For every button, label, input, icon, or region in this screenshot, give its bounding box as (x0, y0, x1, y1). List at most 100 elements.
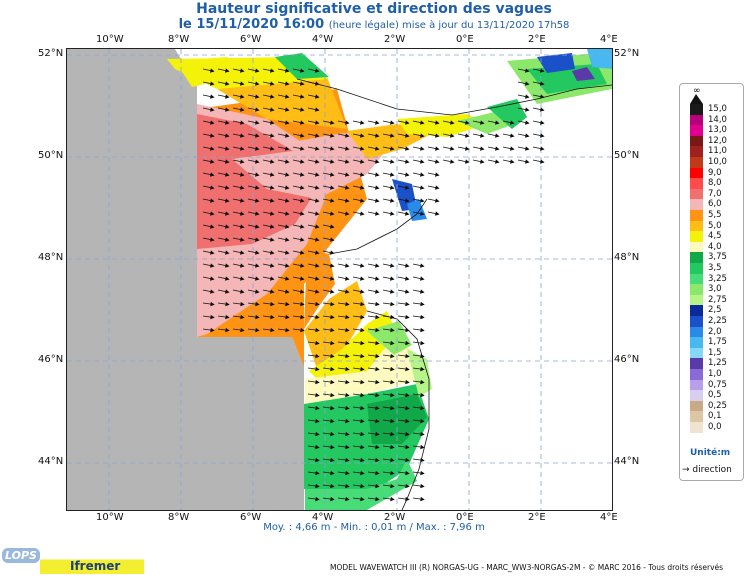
wave-arrow-head (300, 301, 305, 307)
wave-arrow-head (209, 224, 215, 229)
wave-arrow-head (345, 392, 350, 398)
wave-arrow-head (239, 276, 245, 281)
wave-arrow-head (284, 198, 290, 203)
wave-arrow-head (330, 418, 335, 424)
wave-arrow-head (254, 237, 260, 242)
wave-arrow-head (314, 81, 320, 86)
wave-arrow-head (524, 94, 530, 99)
wave-arrow-head (360, 314, 365, 320)
legend-swatch (690, 379, 703, 391)
wave-arrow-head (239, 81, 245, 86)
wave-arrow-head (390, 327, 395, 333)
legend-entry: 5,0 (680, 220, 743, 232)
wave-arrow-head (254, 224, 260, 229)
legend-entry: 6,0 (680, 199, 743, 210)
wave-arrow-head (239, 68, 245, 73)
wave-arrow-head (285, 301, 290, 307)
wave-arrow-head (464, 133, 470, 138)
forecast-datetime: le 15/11/2020 16:00 (178, 17, 325, 32)
legend-entry: 7,0 (680, 188, 743, 200)
wave-arrow-head (419, 198, 425, 203)
legend-value-label: 1,0 (708, 369, 722, 379)
legend-top-arrow-icon (690, 94, 703, 104)
wave-arrow-head (329, 263, 335, 268)
wave-arrow-head (330, 483, 335, 489)
wave-arrow-head (375, 431, 380, 437)
legend-swatch (690, 125, 703, 136)
wave-arrow-head (374, 120, 380, 125)
wave-arrow-head (254, 159, 260, 164)
wave-arrow-head (314, 211, 320, 216)
wave-arrow-head (539, 133, 545, 138)
wave-arrow-head (524, 68, 530, 73)
wave-arrow-head (449, 146, 455, 151)
wave-arrow-head (284, 224, 290, 229)
wave-arrow-head (284, 211, 290, 216)
lat-tick-label: 50°N (614, 150, 640, 161)
wave-arrow-head (330, 353, 335, 359)
wave-arrow-head (344, 120, 350, 125)
legend-value-label: 3,75 (708, 252, 727, 263)
wave-arrow-head (419, 159, 425, 164)
legend-entry: 5,5 (680, 210, 743, 221)
wave-arrow-head (405, 327, 410, 333)
wave-arrow-head (359, 276, 365, 281)
lat-tick-label: 46°N (38, 354, 64, 365)
wave-arrow-head (524, 133, 530, 138)
legend-swatch (690, 167, 703, 179)
wave-arrow-head (360, 353, 365, 359)
wave-arrow-head (345, 405, 350, 411)
wave-arrow-head (299, 107, 305, 112)
wave-arrow-head (389, 159, 395, 164)
wave-arrow-head (209, 276, 215, 281)
wave-arrow-head (405, 470, 410, 476)
wave-arrow-head (299, 185, 305, 190)
wave-arrow-head (419, 211, 425, 216)
wave-arrow-head (329, 185, 335, 190)
wave-arrow-head (494, 133, 500, 138)
legend-value-label: 15,0 (708, 104, 727, 114)
legend-value-label: 0,5 (708, 390, 722, 401)
legend-value-label: 14,0 (708, 114, 727, 125)
lat-tick-label: 52°N (614, 48, 640, 59)
wave-arrow-head (345, 470, 350, 476)
wave-arrow-head (209, 289, 215, 294)
lat-tick-label: 46°N (614, 354, 640, 365)
legend-entry: 12,0 (680, 135, 743, 147)
wave-arrow-head (360, 470, 365, 476)
wave-arrow-head (269, 94, 275, 99)
wave-arrow-head (405, 496, 410, 502)
wave-arrow-head (254, 289, 260, 294)
legend-value-label: 12,0 (708, 135, 727, 146)
map-subtitle: le 15/11/2020 16:00 (heure légale) mise … (0, 17, 748, 32)
ifremer-logo: Ifremer (40, 550, 144, 574)
wave-arrow-head (524, 120, 530, 125)
wave-arrow-head (479, 133, 485, 138)
lon-tick-label: 4°W (312, 34, 334, 45)
wave-arrow-head (420, 457, 425, 463)
wave-arrow-head (284, 250, 290, 255)
wave-arrow-head (285, 327, 290, 333)
wave-arrow-head (225, 327, 230, 333)
wave-arrow-head (360, 483, 365, 489)
wave-arrow-head (284, 133, 290, 138)
wave-arrow-head (464, 120, 470, 125)
wave-arrow-head (524, 146, 530, 151)
wave-height-map[interactable] (66, 48, 613, 511)
wave-arrow-head (374, 263, 380, 268)
legend-swatch (690, 305, 703, 316)
wave-arrow-head (539, 68, 545, 73)
legend-value-label: 3,0 (708, 284, 722, 295)
wave-arrow-head (299, 159, 305, 164)
wave-arrow-head (330, 379, 335, 385)
wave-arrow-head (209, 211, 215, 216)
wave-arrow-head (390, 366, 395, 372)
wave-arrow-head (315, 470, 320, 476)
wave-arrow-head (509, 133, 515, 138)
stats-line: Moy. : 4,66 m - Min. : 0,01 m / Max. : 7… (263, 522, 485, 533)
direction-legend: → direction (682, 465, 732, 475)
legend-entry: 10,0 (680, 157, 743, 168)
wave-arrow-head (345, 418, 350, 424)
wave-arrow-head (420, 340, 425, 346)
wave-arrow-head (404, 276, 410, 281)
